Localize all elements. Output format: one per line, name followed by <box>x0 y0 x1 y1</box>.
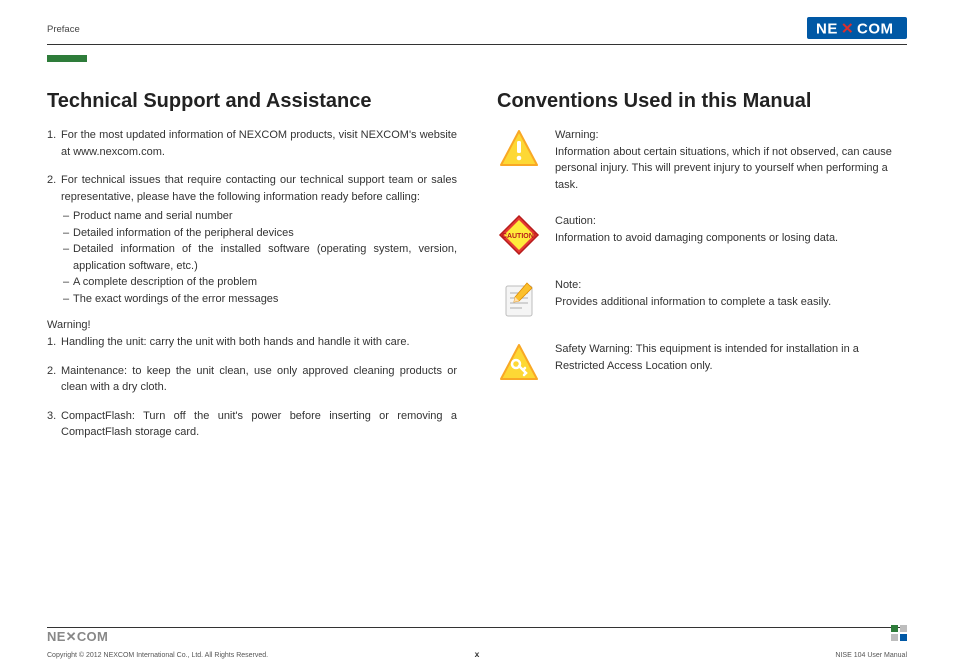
left-title: Technical Support and Assistance <box>47 90 457 113</box>
warning-list: 1. Handling the unit: carry the unit wit… <box>47 334 457 441</box>
convention-text: Safety Warning: This equipment is intend… <box>555 341 907 374</box>
caution-sign-icon: CAUTION! <box>497 213 541 257</box>
sub-item: –Detailed information of the installed s… <box>61 241 457 274</box>
list-item: 1. Handling the unit: carry the unit wit… <box>47 334 457 351</box>
left-column: Technical Support and Assistance 1. For … <box>47 90 457 453</box>
brand-logo-top: NE ✕ COM <box>807 17 907 44</box>
convention-text: Warning: Information about certain situa… <box>555 127 907 193</box>
list-item: 3. CompactFlash: Turn off the unit's pow… <box>47 408 457 441</box>
safety-key-icon <box>497 341 541 385</box>
convention-row-note: Note: Provides additional information to… <box>497 277 907 321</box>
brand-logo-bottom: NE✕COM <box>47 628 121 649</box>
footer-ornament-icon <box>891 625 907 646</box>
header-rule <box>47 44 907 45</box>
nexcom-logo-icon: NE ✕ COM <box>807 17 907 39</box>
support-list: 1. For the most updated information of N… <box>47 127 457 307</box>
svg-text:✕: ✕ <box>841 21 854 38</box>
doc-title: NISE 104 User Manual <box>835 652 907 659</box>
header-accent-bar <box>47 55 87 62</box>
svg-text:NE: NE <box>816 21 838 38</box>
page-footer: NE✕COM Copyright © 2012 NEXCOM Internati… <box>0 620 954 672</box>
sub-item: –The exact wordings of the error message… <box>61 291 457 308</box>
section-label: Preface <box>47 24 80 35</box>
svg-text:CAUTION!: CAUTION! <box>502 233 536 240</box>
copyright-text: Copyright © 2012 NEXCOM International Co… <box>47 652 268 659</box>
svg-text:NE✕COM: NE✕COM <box>47 629 108 644</box>
convention-row-safety: Safety Warning: This equipment is intend… <box>497 341 907 385</box>
sub-item: –Product name and serial number <box>61 208 457 225</box>
sub-item: –Detailed information of the peripheral … <box>61 225 457 242</box>
nexcom-logo-icon: NE✕COM <box>47 628 121 644</box>
list-item: 1. For the most updated information of N… <box>47 127 457 160</box>
right-title: Conventions Used in this Manual <box>497 90 907 113</box>
list-item: 2. For technical issues that require con… <box>47 172 457 307</box>
convention-text: Note: Provides additional information to… <box>555 277 907 310</box>
sub-list: –Product name and serial number –Detaile… <box>61 208 457 307</box>
warning-triangle-icon <box>497 127 541 171</box>
convention-row-warning: Warning: Information about certain situa… <box>497 127 907 193</box>
sub-item: –A complete description of the problem <box>61 274 457 291</box>
warning-heading: Warning! <box>47 319 457 331</box>
convention-row-caution: CAUTION! Caution: Information to avoid d… <box>497 213 907 257</box>
page-content: Technical Support and Assistance 1. For … <box>47 90 907 453</box>
right-column: Conventions Used in this Manual Warning:… <box>497 90 907 453</box>
note-pencil-icon <box>497 277 541 321</box>
convention-text: Caution: Information to avoid damaging c… <box>555 213 907 246</box>
page-number: x <box>475 649 480 659</box>
list-item: 2. Maintenance: to keep the unit clean, … <box>47 363 457 396</box>
svg-text:COM: COM <box>857 21 894 38</box>
